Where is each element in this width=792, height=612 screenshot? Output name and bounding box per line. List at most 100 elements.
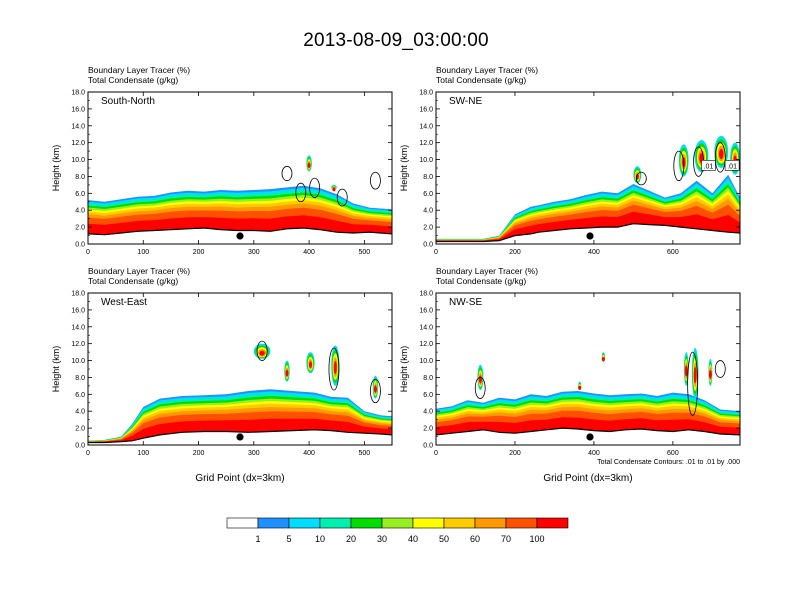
panel-subtitle-tracer: Boundary Layer Tracer (%): [88, 266, 190, 276]
x-tick-label: 300: [248, 249, 260, 256]
x-tick-label: 0: [434, 249, 438, 256]
panel-nw-se: Boundary Layer Tracer (%) Total Condensat…: [399, 266, 741, 484]
tracer-plume: [578, 385, 582, 390]
condensate-contour: [281, 165, 293, 182]
colorbar-swatch: [226, 517, 259, 529]
x-tick-label: 400: [588, 450, 600, 457]
y-tick-label: 16.0: [419, 307, 433, 314]
x-tick-label: 400: [303, 249, 315, 256]
x-tick-label: 200: [509, 450, 521, 457]
location-marker: [236, 433, 244, 441]
panel-field: [436, 135, 740, 244]
condensate-contour: [474, 377, 486, 399]
y-tick-label: 8.0: [423, 174, 433, 181]
x-tick-label: 300: [248, 450, 260, 457]
colorbar-swatch: [443, 517, 476, 529]
colorbar-label: 10: [315, 534, 325, 544]
y-tick-label: 6.0: [423, 392, 433, 399]
panel-field: [88, 155, 392, 244]
contour-label-box: [724, 160, 740, 171]
tracer-band: [436, 211, 740, 242]
tracer-plume: [684, 365, 688, 377]
tracer-plume: [478, 375, 482, 384]
y-tick-label: 10.0: [71, 358, 85, 365]
colorbar-label: 30: [377, 534, 387, 544]
condensate-contour: [635, 171, 647, 186]
condensate-contour: [714, 142, 726, 173]
colorbar-label: 70: [501, 534, 511, 544]
x-tick-label: 500: [359, 249, 371, 256]
colorbar-label: 100: [529, 534, 544, 544]
panel-label: NW-SE: [449, 297, 482, 308]
y-tick-label: 14.0: [71, 123, 85, 130]
colorbar: 1 5 10 20 30 40 50 60 70 100: [226, 517, 569, 544]
y-tick-label: 18.0: [71, 90, 85, 97]
tracer-plume: [308, 361, 312, 369]
x-tick-label: 200: [193, 249, 205, 256]
panel-sw-ne: Boundary Layer Tracer (%)Total Condensat…: [399, 65, 741, 256]
panel-subtitle-tracer: Boundary Layer Tracer (%): [436, 266, 538, 276]
condensate-contour: [687, 351, 699, 416]
y-tick-label: 4.0: [75, 409, 85, 416]
colorbar-swatch: [412, 517, 445, 529]
x-tick-label: 100: [137, 450, 149, 457]
x-tick-label: 400: [588, 249, 600, 256]
colorbar-label: 1: [255, 534, 260, 544]
contour-label-box: [701, 160, 716, 171]
y-tick-label: 8.0: [75, 375, 85, 382]
x-tick-label: 500: [359, 450, 371, 457]
y-tick-label: 6.0: [75, 392, 85, 399]
tracer-plume: [307, 162, 311, 168]
colorbar-swatch: [319, 517, 352, 529]
y-tick-label: 4.0: [423, 208, 433, 215]
terrain-line: [436, 427, 740, 436]
y-tick-label: 16.0: [71, 307, 85, 314]
tracer-plume: [693, 367, 697, 384]
colorbar-swatch: [505, 517, 538, 529]
x-tick-label: 200: [509, 249, 521, 256]
tracer-plume: [719, 148, 724, 160]
colorbar-label: 5: [286, 534, 291, 544]
y-tick-label: 18.0: [71, 291, 85, 298]
condensate-contour: [336, 188, 348, 207]
y-tick-label: 12.0: [419, 341, 433, 348]
location-marker: [236, 232, 244, 240]
y-tick-label: 16.0: [71, 106, 85, 113]
y-tick-label: 0.0: [423, 242, 433, 249]
colorbar-label: 60: [470, 534, 480, 544]
tracer-band: [88, 418, 392, 443]
colorbar-label: 20: [346, 534, 356, 544]
y-tick-label: 2.0: [75, 225, 85, 232]
terrain-line: [88, 429, 392, 444]
tracer-plume: [259, 350, 265, 356]
panel-subtitle-condensate: Total Condensate (g/kg): [88, 75, 178, 85]
y-tick-label: 18.0: [419, 90, 433, 97]
panel-field: [88, 340, 392, 445]
y-tick-label: 18.0: [419, 291, 433, 298]
y-tick-label: 10.0: [419, 157, 433, 164]
y-axis-label: Height (km): [51, 145, 61, 192]
panel-subtitle-condensate: Total Condensate (g/kg): [88, 276, 178, 286]
y-tick-label: 2.0: [423, 426, 433, 433]
contour-label: .01: [704, 163, 714, 170]
panel-subtitle-tracer: Boundary Layer Tracer (%): [88, 65, 190, 75]
location-marker: [586, 232, 594, 240]
location-marker: [586, 433, 594, 441]
y-tick-label: 4.0: [75, 208, 85, 215]
y-tick-label: 6.0: [75, 191, 85, 198]
y-tick-label: 10.0: [71, 157, 85, 164]
y-tick-label: 14.0: [419, 123, 433, 130]
condensate-contour: [309, 177, 321, 198]
tracer-plume: [373, 385, 377, 393]
contour-footnote: Total Condensate Contours: .01 to .01 by…: [597, 459, 740, 466]
y-tick-label: 16.0: [419, 106, 433, 113]
tracer-plume: [601, 357, 605, 362]
x-tick-label: 600: [667, 450, 679, 457]
y-tick-label: 0.0: [75, 443, 85, 450]
terrain-line: [88, 227, 392, 236]
y-tick-label: 0.0: [75, 242, 85, 249]
y-tick-label: 8.0: [423, 375, 433, 382]
x-tick-label: 400: [303, 450, 315, 457]
x-tick-label: 0: [434, 450, 438, 457]
